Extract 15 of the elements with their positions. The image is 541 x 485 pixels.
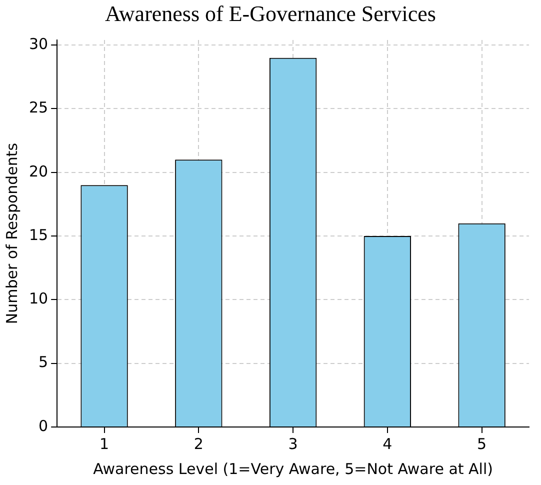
y-tick-label: 0 <box>38 416 48 435</box>
x-tick-label: 2 <box>194 434 204 453</box>
y-tick-label: 5 <box>38 353 48 372</box>
x-tick-label: 5 <box>477 434 487 453</box>
y-tick-label: 10 <box>28 290 48 308</box>
y-tick-label: 20 <box>28 162 48 180</box>
y-tick-label: 30 <box>28 34 48 53</box>
y-axis-title: Number of Respondents <box>2 142 21 324</box>
x-tick-label: 4 <box>382 434 392 453</box>
x-tick-label: 3 <box>288 434 298 453</box>
y-tick-label: 25 <box>28 98 48 117</box>
x-axis-title: Awareness Level (1=Very Aware, 5=Not Aware at All) <box>93 460 493 478</box>
chart-title: Awareness of E-Governance Services <box>104 0 437 28</box>
x-tick-label: 1 <box>100 434 110 453</box>
y-tick-label: 15 <box>28 226 48 244</box>
